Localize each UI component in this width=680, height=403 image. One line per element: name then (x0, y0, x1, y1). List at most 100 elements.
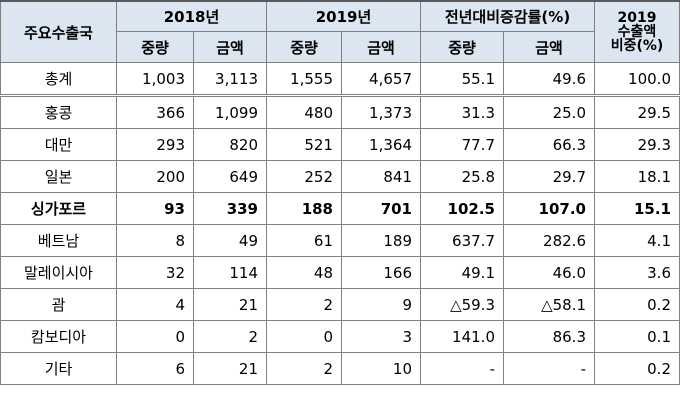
value-cell-share: 0.2 (594, 352, 680, 385)
value-cell-ya: 46.0 (503, 256, 595, 289)
value-cell-yq: - (420, 352, 504, 385)
value-cell-share: 0.2 (594, 288, 680, 321)
value-cell-q19: 2 (266, 352, 342, 385)
value-cell-q19: 188 (266, 192, 342, 225)
header-amt-yoy: 금액 (503, 31, 595, 63)
value-cell-q18: 1,003 (116, 62, 194, 97)
value-cell-q18: 93 (116, 192, 194, 225)
value-cell-ya: - (503, 352, 595, 385)
table-row: 말레이시아 32 114 48 166 49.1 46.0 3.6 (0, 256, 680, 289)
value-cell-q18: 0 (116, 320, 194, 353)
table-row: 홍콩 366 1,099 480 1,373 31.3 25.0 29.5 (0, 95, 680, 129)
table-row: 베트남 8 49 61 189 637.7 282.6 4.1 (0, 224, 680, 257)
header-amt-2019: 금액 (341, 31, 421, 63)
country-cell: 괌 (0, 288, 117, 321)
value-cell-share: 0.1 (594, 320, 680, 353)
value-cell-ya: 25.0 (503, 95, 595, 129)
value-cell-q19: 48 (266, 256, 342, 289)
value-cell-a19: 166 (341, 256, 421, 289)
header-qty-2019: 중량 (266, 31, 342, 63)
value-cell-a19: 701 (341, 192, 421, 225)
value-cell-q19: 2 (266, 288, 342, 321)
header-row-1: 주요수출국 2018년 2019년 전년대비증감률(%) 2019 수출액 비중… (0, 0, 680, 63)
country-cell: 총계 (0, 62, 117, 97)
value-cell-ya: 66.3 (503, 128, 595, 161)
value-cell-q19: 0 (266, 320, 342, 353)
value-cell-a18: 49 (193, 224, 267, 257)
value-cell-ya: 29.7 (503, 160, 595, 193)
value-cell-q18: 200 (116, 160, 194, 193)
value-cell-yq: 102.5 (420, 192, 504, 225)
header-country: 주요수출국 (0, 0, 117, 63)
header-qty-yoy: 중량 (420, 31, 504, 63)
value-cell-yq: 77.7 (420, 128, 504, 161)
value-cell-a19: 189 (341, 224, 421, 257)
value-cell-a18: 1,099 (193, 95, 267, 129)
country-cell: 홍콩 (0, 95, 117, 129)
table-row: 괌 4 21 2 9 △59.3 △58.1 0.2 (0, 288, 680, 321)
header-share: 2019 수출액 비중(%) (594, 0, 680, 63)
country-cell: 대만 (0, 128, 117, 161)
value-cell-ya: 86.3 (503, 320, 595, 353)
value-cell-a19: 841 (341, 160, 421, 193)
value-cell-q19: 61 (266, 224, 342, 257)
value-cell-ya: 49.6 (503, 62, 595, 97)
value-cell-q18: 32 (116, 256, 194, 289)
table-row: 싱가포르 93 339 188 701 102.5 107.0 15.1 (0, 192, 680, 225)
value-cell-q18: 4 (116, 288, 194, 321)
header-row-2: 중량 금액 중량 금액 중량 금액 (1, 31, 680, 63)
country-cell: 싱가포르 (0, 192, 117, 225)
value-cell-share: 18.1 (594, 160, 680, 193)
value-cell-share: 29.5 (594, 95, 680, 129)
table-row: 일본 200 649 252 841 25.8 29.7 18.1 (0, 160, 680, 193)
value-cell-a18: 21 (193, 352, 267, 385)
value-cell-share: 29.3 (594, 128, 680, 161)
value-cell-a18: 2 (193, 320, 267, 353)
value-cell-ya: 282.6 (503, 224, 595, 257)
value-cell-q18: 6 (116, 352, 194, 385)
value-cell-q19: 252 (266, 160, 342, 193)
value-cell-yq: 55.1 (420, 62, 504, 97)
value-cell-q18: 366 (116, 95, 194, 129)
value-cell-ya: △58.1 (503, 288, 595, 321)
country-cell: 베트남 (0, 224, 117, 257)
value-cell-a19: 10 (341, 352, 421, 385)
value-cell-a18: 21 (193, 288, 267, 321)
value-cell-q19: 521 (266, 128, 342, 161)
value-cell-q19: 480 (266, 95, 342, 129)
value-cell-yq: 637.7 (420, 224, 504, 257)
export-table: 주요수출국 2018년 2019년 전년대비증감률(%) 2019 수출액 비중… (0, 0, 680, 385)
value-cell-yq: 25.8 (420, 160, 504, 193)
value-cell-a18: 649 (193, 160, 267, 193)
value-cell-share: 15.1 (594, 192, 680, 225)
value-cell-a18: 820 (193, 128, 267, 161)
country-cell: 일본 (0, 160, 117, 193)
value-cell-share: 100.0 (594, 62, 680, 97)
header-amt-2018: 금액 (193, 31, 267, 63)
table-row: 기타 6 21 2 10- -0.2 (0, 352, 680, 385)
value-cell-a19: 1,364 (341, 128, 421, 161)
value-cell-a19: 1,373 (341, 95, 421, 129)
header-share-line3: 비중(%) (610, 38, 664, 54)
header-2018: 2018년 (116, 0, 267, 32)
country-cell: 말레이시아 (0, 256, 117, 289)
value-cell-q18: 293 (116, 128, 194, 161)
value-cell-share: 3.6 (594, 256, 680, 289)
value-cell-a19: 3 (341, 320, 421, 353)
value-cell-a18: 3,113 (193, 62, 267, 97)
value-cell-yq: 49.1 (420, 256, 504, 289)
country-cell: 기타 (0, 352, 117, 385)
header-share-line2: 수출액 (617, 24, 657, 40)
value-cell-yq: 31.3 (420, 95, 504, 129)
value-cell-a18: 114 (193, 256, 267, 289)
header-2019: 2019년 (266, 0, 421, 32)
header-qty-2018: 중량 (116, 31, 194, 63)
country-cell: 캄보디아 (0, 320, 117, 353)
value-cell-share: 4.1 (594, 224, 680, 257)
value-cell-a18: 339 (193, 192, 267, 225)
table-row: 캄보디아 0 2 0 3 141.0 86.3 0.1 (0, 320, 680, 353)
header-share-line1: 2019 (617, 10, 657, 26)
value-cell-a19: 4,657 (341, 62, 421, 97)
table-row: 총계 1,003 3,113 1,555 4,657 55.1 49.6 100.0 (0, 62, 680, 97)
value-cell-q19: 1,555 (266, 62, 342, 97)
